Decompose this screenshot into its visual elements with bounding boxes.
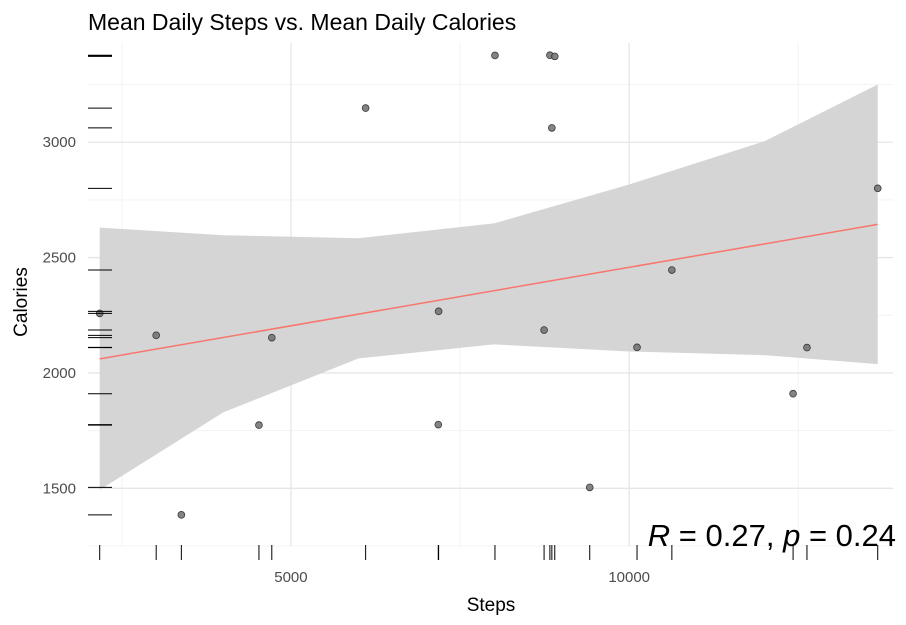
r-value: = 0.27, xyxy=(670,518,783,553)
p-value: = 0.24 xyxy=(800,518,896,553)
data-point xyxy=(434,420,443,429)
data-point xyxy=(789,389,797,398)
x-axis-title: Steps xyxy=(467,595,516,616)
data-point xyxy=(873,184,882,193)
data-point xyxy=(491,51,499,60)
data-point xyxy=(434,307,443,316)
chart-title: Mean Daily Steps vs. Mean Daily Calories xyxy=(88,9,516,35)
x-tick-label: 10000 xyxy=(608,569,650,586)
y-axis-title: Calories xyxy=(11,267,32,337)
data-point xyxy=(255,421,263,429)
r-symbol: R xyxy=(648,518,670,553)
data-point xyxy=(803,343,811,352)
y-tick-labels: 1500 2000 2500 3000 xyxy=(43,134,76,497)
data-point xyxy=(668,266,676,274)
x-tick-labels: 5000 10000 xyxy=(274,569,650,586)
y-tick-label: 1500 xyxy=(43,480,76,497)
x-rug xyxy=(99,545,879,560)
y-rug xyxy=(88,54,112,516)
data-point xyxy=(267,333,276,342)
y-tick-label: 2000 xyxy=(43,365,76,382)
p-symbol: p xyxy=(782,518,800,553)
y-tick-label: 2500 xyxy=(43,250,76,267)
y-tick-label: 3000 xyxy=(43,134,76,151)
data-point xyxy=(540,326,548,334)
data-point xyxy=(177,511,186,519)
data-point xyxy=(152,331,160,340)
data-point xyxy=(550,52,559,61)
x-tick-label: 5000 xyxy=(274,569,307,586)
data-point xyxy=(548,124,556,132)
data-point xyxy=(585,483,594,492)
data-point xyxy=(361,104,370,112)
data-points xyxy=(95,51,882,519)
correlation-annotation: R = 0.27, p = 0.24 xyxy=(648,518,896,553)
data-point xyxy=(633,343,641,352)
confidence-band xyxy=(99,84,878,490)
regression-line xyxy=(99,223,878,360)
